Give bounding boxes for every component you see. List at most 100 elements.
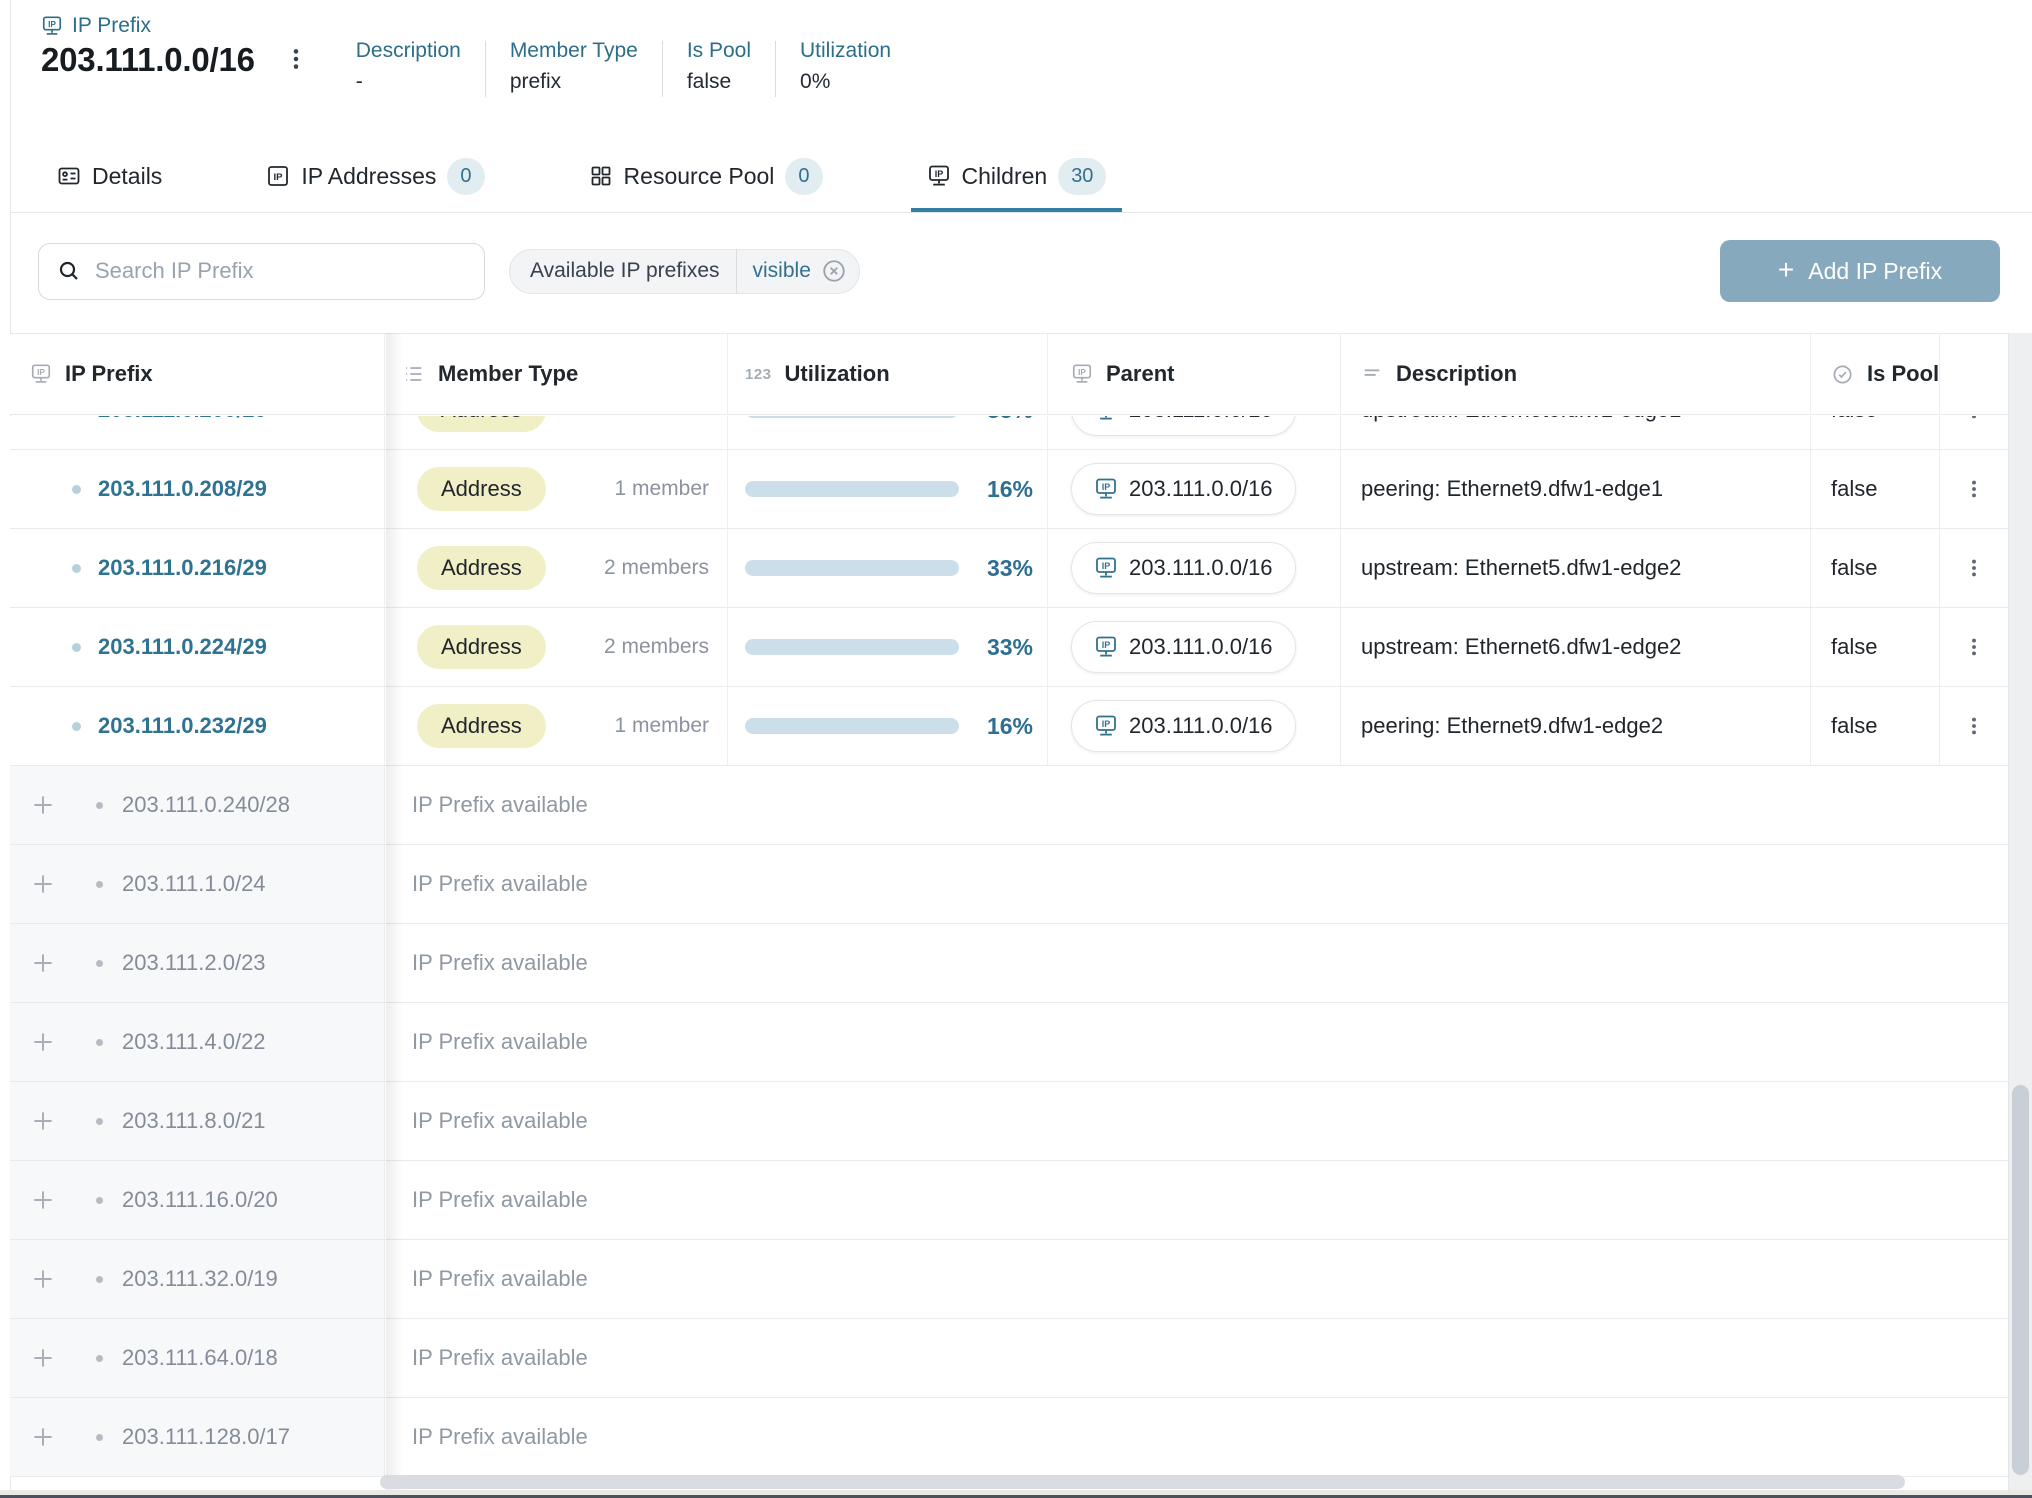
description-cell: upstream: Ethernet6.dfw1-edge1 [1341,416,1811,449]
column-header-utilization[interactable]: 123 Utilization [728,334,1048,414]
title-menu-button[interactable] [283,46,309,72]
description-cell: upstream: Ethernet6.dfw1-edge2 [1341,608,1811,686]
available-note: IP Prefix available [412,1029,588,1054]
add-prefix-icon[interactable] [30,1108,56,1134]
table-row[interactable]: 203.111.0.232/29 Address 1 member 16% 203… [10,687,2008,766]
add-ip-prefix-button[interactable]: + Add IP Prefix [1720,240,2000,302]
add-prefix-icon[interactable] [30,871,56,897]
meta-value: - [355,70,363,93]
available-note: IP Prefix available [412,1108,588,1133]
row-actions-button[interactable] [1954,548,1994,588]
ip-monitor-icon [1094,416,1118,422]
member-count: 2 members [603,556,709,579]
prefix-link[interactable]: 203.111.0.208/29 [98,476,267,501]
tab-ip-addresses[interactable]: IP Addresses 0 [250,140,500,212]
meta-label: Description [355,39,461,62]
tab-details[interactable]: Details [41,140,178,212]
utilization-bar [745,560,959,576]
status-dot [72,563,81,573]
add-prefix-icon[interactable] [30,1187,56,1213]
prefix-link[interactable]: 203.111.0.200/29 [98,416,267,423]
table-row[interactable]: 203.111.0.200/29 Address 2 members 33% 20… [10,416,2008,450]
tab-count-badge: 30 [1058,157,1107,195]
add-prefix-icon[interactable] [30,1424,56,1450]
status-dot [96,801,103,809]
tab-resource-pool[interactable]: Resource Pool 0 [573,140,839,212]
table-row[interactable]: 203.111.0.224/29 Address 2 members 33% 20… [10,608,2008,687]
meta-label: Is Pool [686,39,752,62]
column-header-is-pool[interactable]: Is Pool [1811,334,1940,414]
is-pool-cell: false [1811,687,1940,765]
filter-chip-available-prefixes[interactable]: Available IP prefixes visible [509,248,860,294]
add-prefix-icon[interactable] [30,950,56,976]
meta-label: Utilization [800,39,892,62]
list-icon [403,363,425,385]
table-row[interactable]: 203.111.0.208/29 Address 1 member 16% 203… [10,450,2008,529]
tab-bar: Details IP Addresses 0 Resource Pool 0 C… [41,140,1123,212]
vertical-scrollbar-thumb[interactable] [2012,1085,2029,1475]
row-actions-button[interactable] [1954,469,1994,509]
parent-chip[interactable]: 203.111.0.0/16 [1071,700,1296,752]
window-bottom-edge [0,1495,2032,1498]
parent-chip[interactable]: 203.111.0.0/16 [1071,416,1296,436]
status-dot [96,1275,103,1283]
member-type-badge: Address [417,625,546,669]
column-label: IP Prefix [65,361,153,386]
status-dot [72,721,81,731]
column-header-member-type[interactable]: Member Type [385,334,728,414]
row-actions-button[interactable] [1954,706,1994,746]
available-prefix-row[interactable]: 203.111.128.0/17 IP Prefix available [10,1398,2008,1477]
available-note: IP Prefix available [412,871,588,896]
text-lines-icon [1361,363,1383,385]
column-header-actions [1940,334,2008,414]
table-row[interactable]: 203.111.0.216/29 Address 2 members 33% 20… [10,529,2008,608]
vertical-scrollbar-track[interactable] [2008,333,2032,1498]
add-prefix-icon[interactable] [30,792,56,818]
entity-type-row: IP Prefix [41,14,151,38]
tab-children[interactable]: Children 30 [910,140,1123,212]
prefix-link[interactable]: 203.111.0.216/29 [98,555,267,580]
bottom-scrollbar-track [0,1490,2032,1495]
horizontal-scrollbar-thumb[interactable] [380,1475,1905,1489]
parent-chip[interactable]: 203.111.0.0/16 [1071,542,1296,594]
prefix-link[interactable]: 203.111.0.232/29 [98,713,267,738]
available-prefix-row[interactable]: 203.111.64.0/18 IP Prefix available [10,1319,2008,1398]
table-header-row: IP Prefix Member Type 123 Utilization Pa… [10,333,2008,415]
id-card-icon [57,164,81,188]
add-prefix-icon[interactable] [30,1029,56,1055]
available-prefix-row[interactable]: 203.111.16.0/20 IP Prefix available [10,1161,2008,1240]
available-prefix-row[interactable]: 203.111.4.0/22 IP Prefix available [10,1003,2008,1082]
member-count: 2 members [604,416,709,422]
available-prefix-label: 203.111.32.0/19 [122,1266,278,1291]
available-prefix-label: 203.111.0.240/28 [122,792,291,817]
available-prefix-row[interactable]: 203.111.32.0/19 IP Prefix available [10,1240,2008,1319]
member-count: 1 member [614,714,709,737]
row-actions-button[interactable] [1954,416,1994,430]
available-prefix-row[interactable]: 203.111.2.0/23 IP Prefix available [10,924,2008,1003]
available-prefix-row[interactable]: 203.111.1.0/24 IP Prefix available [10,845,2008,924]
filter-remove-icon[interactable] [821,258,847,284]
page-title: 203.111.0.0/16 [41,41,255,78]
parent-chip[interactable]: 203.111.0.0/16 [1071,463,1296,515]
column-header-ip-prefix[interactable]: IP Prefix [10,334,385,414]
available-prefix-row[interactable]: 203.111.8.0/21 IP Prefix available [10,1082,2008,1161]
filter-value: visible [752,259,811,282]
row-actions-button[interactable] [1954,627,1994,667]
prefix-link[interactable]: 203.111.0.224/29 [98,634,267,659]
utilization-bar [745,639,959,655]
status-dot [96,1038,103,1046]
parent-chip[interactable]: 203.111.0.0/16 [1071,621,1296,673]
column-header-description[interactable]: Description [1341,334,1811,414]
search-input[interactable] [95,258,466,284]
is-pool-cell: false [1811,450,1940,528]
search-box[interactable] [38,242,485,300]
meta-value: false [686,70,732,93]
column-label: Parent [1106,361,1175,386]
available-prefix-row[interactable]: 203.111.0.240/28 IP Prefix available [10,766,2008,845]
available-prefix-label: 203.111.8.0/21 [122,1108,266,1133]
table-body: 203.111.0.200/29 Address 2 members 33% 20… [10,416,2008,1498]
number-123-icon: 123 [745,365,772,383]
add-prefix-icon[interactable] [30,1266,56,1292]
add-prefix-icon[interactable] [30,1345,56,1371]
column-header-parent[interactable]: Parent [1048,334,1341,414]
